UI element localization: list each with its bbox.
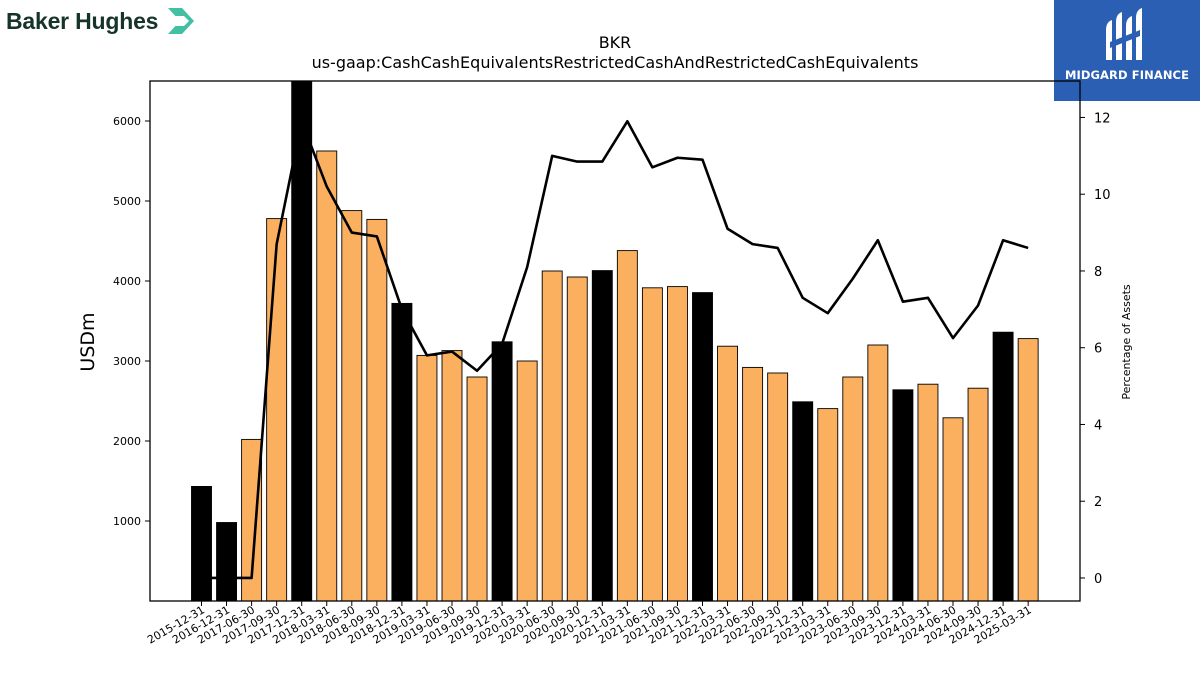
bar-2020-06-30 bbox=[541, 270, 563, 602]
bar-2020-09-30 bbox=[566, 276, 588, 602]
bar-2021-09-30 bbox=[667, 286, 688, 602]
bar-2019-09-30 bbox=[466, 376, 488, 602]
percentage-of-assets-line bbox=[201, 119, 1029, 580]
y-tick-label: 4000 bbox=[113, 275, 141, 288]
bar-2025-03-31 bbox=[1017, 338, 1039, 602]
bar-2023-09-30 bbox=[867, 344, 889, 602]
y2-tick-label: 6 bbox=[1094, 342, 1102, 357]
bar-2023-12-31 bbox=[892, 389, 914, 602]
bar-2024-03-31 bbox=[917, 383, 939, 602]
y-axis-label: USDm bbox=[77, 312, 99, 371]
y-tick-label: 6000 bbox=[113, 115, 141, 128]
bar-2018-03-31 bbox=[316, 150, 338, 602]
y-tick-label: 3000 bbox=[113, 355, 141, 368]
y-tick-label: 1000 bbox=[113, 515, 141, 528]
y2-axis-label: Percentage of Assets bbox=[1120, 284, 1133, 400]
bar-2023-03-31 bbox=[817, 408, 839, 602]
plot-frame bbox=[149, 80, 1081, 602]
bar-2018-09-30 bbox=[366, 218, 388, 602]
bar-2020-03-31 bbox=[516, 360, 538, 602]
bar-2017-09-30 bbox=[266, 218, 288, 602]
line-layer bbox=[201, 119, 1029, 580]
bar-2022-09-30 bbox=[767, 372, 789, 602]
bar-2022-06-30 bbox=[742, 366, 764, 602]
y-tick-label: 2000 bbox=[113, 435, 141, 448]
y2-tick-label: 0 bbox=[1094, 572, 1102, 587]
bar-2016-12-31 bbox=[216, 522, 238, 602]
bar-2018-12-31 bbox=[391, 302, 413, 602]
bar-2021-06-30 bbox=[641, 287, 663, 602]
y2-tick-label: 8 bbox=[1094, 265, 1102, 280]
y-tick-label: 5000 bbox=[113, 195, 141, 208]
chart-title: BKR bbox=[599, 33, 632, 52]
bar-2019-06-30 bbox=[441, 350, 463, 602]
midgard-m-icon bbox=[1106, 8, 1142, 60]
bar-2023-06-30 bbox=[842, 376, 864, 602]
bar-2024-12-31 bbox=[992, 331, 1014, 602]
bar-2019-03-31 bbox=[416, 354, 438, 602]
baker-hughes-logo: Baker Hughes bbox=[6, 4, 198, 38]
bar-2024-09-30 bbox=[967, 387, 989, 602]
y2-tick-label: 2 bbox=[1094, 495, 1102, 510]
bar-2021-12-31 bbox=[692, 292, 713, 602]
bar-2021-03-31 bbox=[616, 250, 638, 602]
y2-tick-label: 4 bbox=[1094, 418, 1102, 433]
bars-layer bbox=[191, 80, 1039, 602]
baker-hughes-wordmark: Baker Hughes bbox=[6, 7, 159, 34]
y2-tick-label: 10 bbox=[1094, 188, 1111, 203]
y2-tick-label: 12 bbox=[1094, 111, 1111, 126]
baker-hughes-chevron-icon bbox=[168, 8, 195, 34]
midgard-finance-wordmark: MIDGARD FINANCE bbox=[1064, 68, 1190, 82]
bar-2015-12-31 bbox=[191, 485, 212, 602]
bar-2024-06-30 bbox=[942, 417, 964, 602]
bar-2019-12-31 bbox=[491, 341, 513, 602]
bar-2022-03-31 bbox=[717, 345, 738, 602]
midgard-finance-logo: MIDGARD FINANCE bbox=[1054, 0, 1200, 101]
chart-subtitle: us-gaap:CashCashEquivalentsRestrictedCas… bbox=[312, 53, 919, 72]
bar-2020-12-31 bbox=[591, 270, 613, 602]
bar-2022-12-31 bbox=[792, 401, 814, 602]
bar-2018-06-30 bbox=[341, 210, 363, 602]
